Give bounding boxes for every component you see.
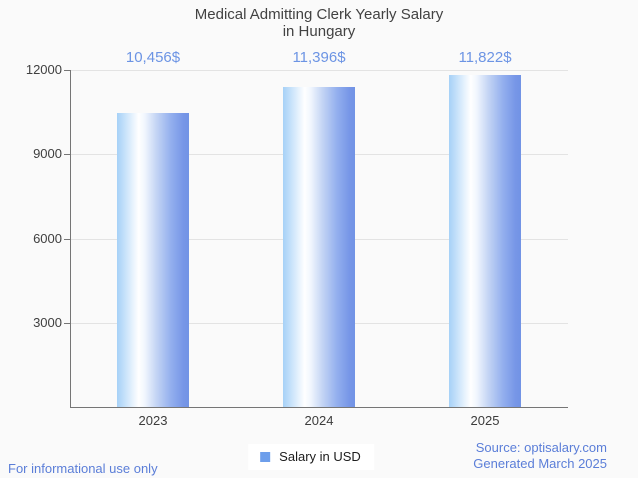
y-axis-tick-label: 12000 — [25, 62, 62, 77]
footer-source: Source: optisalary.com — [475, 440, 607, 455]
chart-title-line2: in Hungary — [282, 23, 356, 40]
bar-value-label: 11,822$ — [458, 49, 512, 66]
bar[interactable] — [283, 87, 355, 407]
y-axis-line — [70, 70, 71, 408]
legend-label: Salary in USD — [279, 449, 361, 464]
footer-disclaimer: For informational use only — [8, 461, 158, 476]
y-axis-tick — [64, 154, 70, 155]
x-axis-tick-label: 2023 — [138, 413, 168, 428]
y-axis-tick — [64, 70, 70, 71]
legend: Salary in USD — [248, 444, 374, 470]
y-axis-tick-label: 3000 — [33, 315, 62, 330]
bar-value-label: 11,396$ — [292, 49, 346, 66]
chart-title-line1: Medical Admitting Clerk Yearly Salary — [194, 6, 444, 23]
y-axis-tick — [64, 323, 70, 324]
x-axis-line — [70, 407, 568, 408]
bar[interactable] — [449, 75, 521, 407]
y-axis-tick — [64, 239, 70, 240]
bar[interactable] — [117, 113, 189, 407]
footer-generated: Generated March 2025 — [473, 456, 607, 471]
x-axis-tick-label: 2025 — [470, 413, 500, 428]
legend-swatch-icon — [260, 452, 271, 462]
y-axis-tick-label: 9000 — [33, 146, 62, 161]
y-axis-tick-label: 6000 — [33, 231, 62, 246]
gridline — [70, 70, 568, 71]
footer-credits: Source: optisalary.com Generated March 2… — [473, 440, 607, 472]
x-axis-tick-label: 2024 — [304, 413, 334, 428]
chart-title: Medical Admitting Clerk Yearly Salary in… — [0, 6, 638, 40]
bar-value-label: 10,456$ — [125, 49, 181, 66]
